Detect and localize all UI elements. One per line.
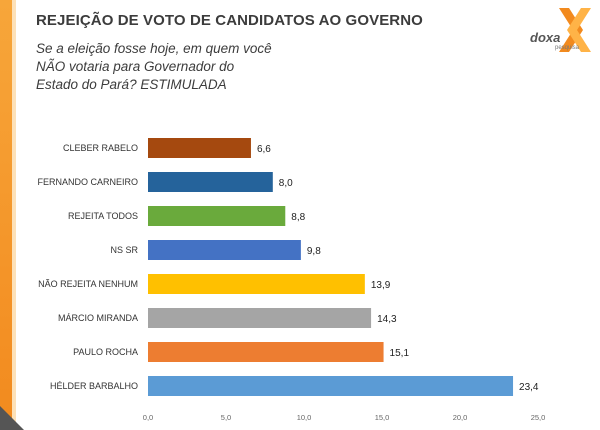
value-label-2: 8,8 xyxy=(291,212,305,223)
category-label-7: HÉLDER BARBALHO xyxy=(50,381,138,391)
value-label-4: 13,9 xyxy=(371,280,391,291)
category-label-5: MÁRCIO MIRANDA xyxy=(58,313,138,323)
chart-bars-group xyxy=(148,138,514,396)
logo-wordmark: doxa xyxy=(530,30,561,45)
category-label-3: NS SR xyxy=(110,245,138,255)
value-label-7: 23,4 xyxy=(519,382,539,393)
value-label-3: 9,8 xyxy=(307,246,321,257)
left-accent-stripe xyxy=(0,0,12,430)
chart-value-labels: 6,6 8,0 8,8 9,8 13,9 14,3 15,1 23,4 xyxy=(257,144,539,393)
value-label-0: 6,6 xyxy=(257,144,271,155)
value-label-1: 8,0 xyxy=(279,178,293,189)
x-tick-label-0: 0,0 xyxy=(143,413,153,422)
x-tick-label-2: 10,0 xyxy=(297,413,312,422)
category-label-0: CLEBER RABELO xyxy=(63,143,138,153)
left-accent-stripe-light xyxy=(12,0,16,430)
bar-3 xyxy=(148,240,301,260)
category-label-4: NÃO REJEITA NENHUM xyxy=(38,279,138,289)
survey-question: Se a eleição fosse hoje, em quem você NÃ… xyxy=(36,40,336,94)
logo-subtitle: pesquisa xyxy=(555,45,580,51)
question-line-3: Estado do Pará? ESTIMULADA xyxy=(36,77,227,92)
bar-1 xyxy=(148,172,273,192)
value-label-6: 15,1 xyxy=(390,348,410,359)
question-line-2: NÃO votaria para Governador do xyxy=(36,59,235,74)
doxa-x-logo-icon xyxy=(559,8,591,52)
corner-decoration xyxy=(0,406,24,430)
x-tick-label-1: 5,0 xyxy=(221,413,231,422)
bar-6 xyxy=(148,342,384,362)
category-label-2: REJEITA TODOS xyxy=(68,211,138,221)
bar-5 xyxy=(148,308,372,328)
bar-7 xyxy=(148,376,514,396)
category-label-1: FERNANDO CARNEIRO xyxy=(37,177,138,187)
category-label-6: PAULO ROCHA xyxy=(73,347,138,357)
x-tick-label-4: 20,0 xyxy=(453,413,468,422)
chart-x-axis-ticks: 0,0 5,0 10,0 15,0 20,0 25,0 xyxy=(143,413,546,422)
bar-4 xyxy=(148,274,365,294)
bar-2 xyxy=(148,206,286,226)
question-line-1: Se a eleição fosse hoje, em quem você xyxy=(36,41,272,56)
chart-category-labels: CLEBER RABELO FERNANDO CARNEIRO REJEITA TO… xyxy=(37,143,138,391)
page-title: REJEIÇÃO DE VOTO DE CANDIDATOS AO GOVERN… xyxy=(36,12,423,29)
value-label-5: 14,3 xyxy=(377,314,397,325)
x-tick-label-3: 15,0 xyxy=(375,413,390,422)
x-tick-label-5: 25,0 xyxy=(531,413,546,422)
bar-0 xyxy=(148,138,251,158)
